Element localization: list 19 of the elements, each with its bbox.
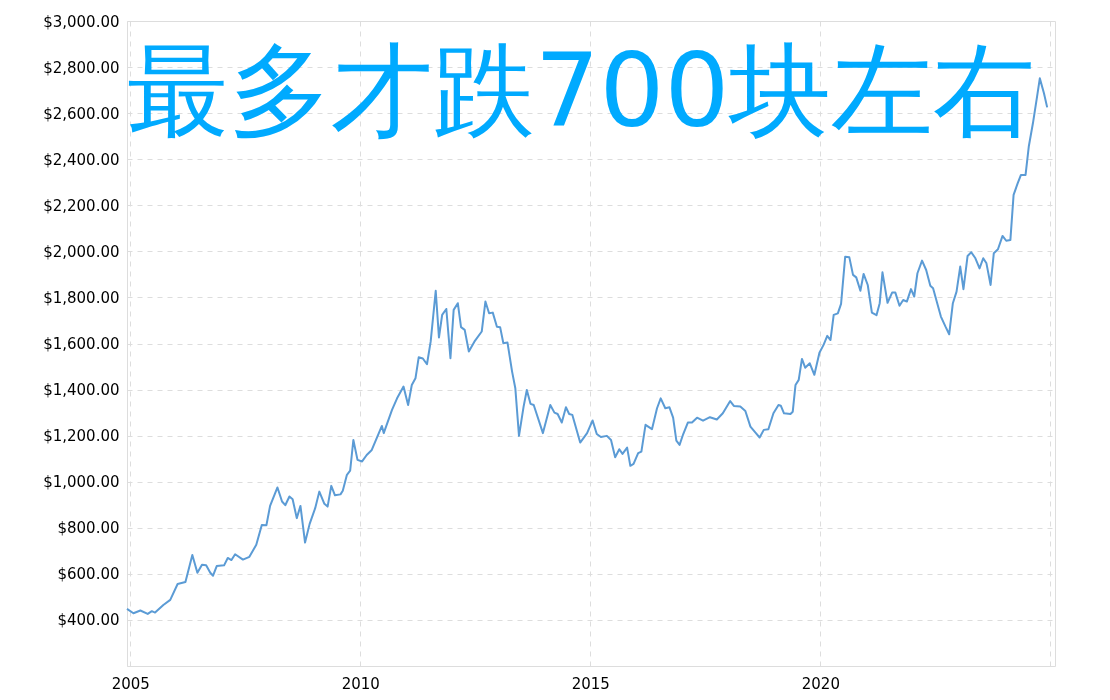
y-tick-label: $2,800.00 (43, 58, 120, 77)
y-tick-label: $1,600.00 (43, 335, 120, 353)
y-tick-label: $3,000.00 (43, 12, 120, 31)
y-tick-label: $2,000.00 (43, 242, 120, 261)
y-tick-label: $1,400.00 (43, 381, 120, 400)
y-tick-label: $1,000.00 (43, 473, 120, 492)
y-tick-label: $800.00 (57, 519, 120, 538)
y-tick-label: $2,200.00 (43, 196, 120, 215)
y-tick-label: $1,800.00 (43, 288, 120, 307)
x-tick-label: 2020 (801, 674, 840, 693)
x-tick-label: 2015 (571, 674, 610, 693)
y-tick-label: $1,200.00 (43, 427, 120, 446)
x-tick-label: 2005 (111, 674, 150, 693)
x-tick-label: 2010 (341, 674, 380, 693)
y-tick-label: $600.00 (57, 565, 120, 584)
y-tick-label: $2,600.00 (43, 104, 120, 123)
y-tick-label: $2,400.00 (43, 150, 120, 169)
y-tick-label: $400.00 (57, 611, 120, 630)
annotation: 最多才跌700块左右 (126, 31, 1036, 150)
